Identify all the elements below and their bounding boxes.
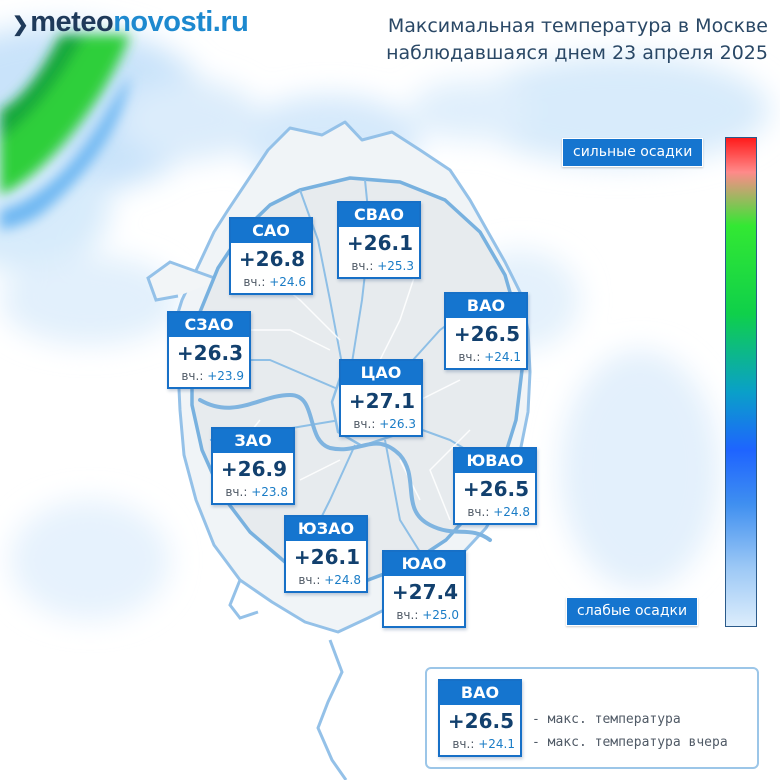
prev-label: вч.: [458, 350, 481, 364]
district-prev-temp: вч.: +24.1 [446, 348, 526, 368]
district-name: САО [231, 219, 311, 243]
district-max-temp: +26.9 [220, 457, 287, 481]
district-max-temp: +26.3 [176, 341, 243, 365]
prev-value: +24.6 [269, 275, 306, 289]
district-prev-temp: вч.: +26.3 [341, 415, 421, 435]
title-line-1: Максимальная температура в Москве [387, 15, 768, 37]
legend-sample-prev: вч.: +24.1 [440, 735, 520, 755]
chevron-icon: ❯ [12, 14, 29, 36]
district-card-svao: СВАО +26.1 вч.: +25.3 [337, 201, 421, 279]
district-prev-temp: вч.: +24.6 [231, 273, 311, 293]
district-card-szao: СЗАО +26.3 вч.: +23.9 [167, 311, 251, 389]
legend-sample-card: ВАО +26.5 вч.: +24.1 [438, 679, 522, 757]
district-name: ЦАО [341, 361, 421, 385]
district-name: СЗАО [169, 313, 249, 337]
precipitation-scale-bar [725, 137, 757, 627]
prev-value: +23.9 [207, 369, 244, 383]
district-prev-temp: вч.: +24.8 [455, 503, 535, 523]
prev-label: вч.: [243, 275, 266, 289]
scale-label-heavy: сильные осадки [562, 138, 704, 167]
district-max-temp: +26.5 [462, 477, 529, 501]
district-card-yuvao: ЮВАО +26.5 вч.: +24.8 [453, 447, 537, 525]
district-name: ЮАО [384, 552, 464, 576]
prev-value: +24.8 [324, 573, 361, 587]
khimki-outline [146, 260, 221, 302]
district-prev-temp: вч.: +25.0 [384, 606, 464, 626]
new-moscow-outline [316, 639, 348, 780]
prev-label: вч.: [298, 573, 321, 587]
district-card-zao: ЗАО +26.9 вч.: +23.8 [211, 427, 295, 505]
logo-part-meteo: meteo [30, 6, 114, 38]
prev-value: +26.3 [379, 417, 416, 431]
prev-value: +25.0 [422, 608, 459, 622]
district-name: СВАО [339, 203, 419, 227]
district-max-temp: +26.8 [238, 247, 305, 271]
prev-value: +24.8 [493, 505, 530, 519]
district-prev-temp: вч.: +25.3 [339, 257, 419, 277]
heavy-precipitation-area [0, 35, 130, 230]
scale-label-light: слабые осадки [566, 597, 699, 626]
district-card-sao: САО +26.8 вч.: +24.6 [229, 217, 313, 295]
district-card-tsao: ЦАО +27.1 вч.: +26.3 [339, 359, 423, 437]
prev-label: вч.: [353, 417, 376, 431]
legend-sample-name: ВАО [440, 681, 520, 705]
district-max-temp: +27.4 [391, 580, 458, 604]
prev-label: вч.: [396, 608, 419, 622]
district-max-temp: +26.1 [293, 545, 360, 569]
district-card-vao: ВАО +26.5 вч.: +24.1 [444, 292, 528, 370]
district-name: ЮЗАО [286, 517, 366, 541]
logo: ❯meteonovosti.ru [12, 6, 249, 39]
district-prev-temp: вч.: +23.9 [169, 367, 249, 387]
district-name: ЗАО [213, 429, 293, 453]
legend-max-label: - макс. температура [532, 712, 681, 727]
map-title: Максимальная температура в Москве наблюд… [386, 13, 768, 67]
logo-part-domain: novosti.ru [113, 6, 249, 38]
prev-label: вч.: [225, 485, 248, 499]
district-card-yuzao: ЮЗАО +26.1 вч.: +24.8 [284, 515, 368, 593]
district-prev-temp: вч.: +23.8 [213, 483, 293, 503]
district-name: ВАО [446, 294, 526, 318]
district-max-temp: +26.5 [453, 322, 520, 346]
moskva-river [198, 392, 492, 542]
title-line-2: наблюдавшаяся днем 23 апреля 2025 [386, 42, 768, 64]
district-name: ЮВАО [455, 449, 535, 473]
prev-value: +25.3 [377, 259, 414, 273]
prev-label: вч.: [467, 505, 490, 519]
legend-prev-label: - макс. температура вчера [532, 735, 728, 750]
prev-label: вч.: [181, 369, 204, 383]
legend-sample-temp: +26.5 [447, 709, 514, 733]
district-card-yuao: ЮАО +27.4 вч.: +25.0 [382, 550, 466, 628]
district-max-temp: +27.1 [348, 389, 415, 413]
prev-value: +23.8 [251, 485, 288, 499]
district-max-temp: +26.1 [346, 231, 413, 255]
prev-label: вч.: [452, 737, 475, 751]
district-prev-temp: вч.: +24.8 [286, 571, 366, 591]
prev-label: вч.: [351, 259, 374, 273]
prev-value: +24.1 [478, 737, 515, 751]
prev-value: +24.1 [484, 350, 521, 364]
